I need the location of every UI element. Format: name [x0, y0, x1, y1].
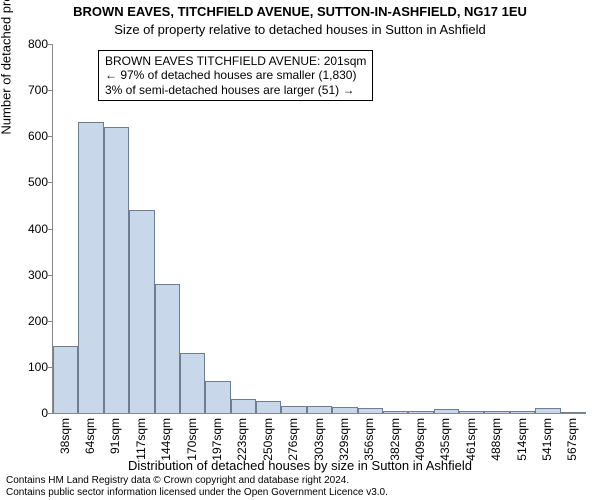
y-axis-label: Number of detached properties [0, 0, 14, 230]
annotation-box: BROWN EAVES TITCHFIELD AVENUE: 201sqm ← … [98, 50, 373, 101]
histogram-bar [358, 408, 383, 413]
annotation-line: BROWN EAVES TITCHFIELD AVENUE: 201sqm [105, 54, 366, 68]
x-tick-label: 541sqm [540, 418, 554, 461]
x-tick-label: 488sqm [489, 418, 503, 461]
x-tick-label: 461sqm [464, 418, 478, 461]
x-tick-label: 117sqm [134, 418, 148, 460]
y-tick-label: 500 [4, 175, 48, 189]
y-tick-label: 100 [4, 360, 48, 374]
histogram-bar [332, 407, 357, 413]
y-tick-label: 0 [4, 406, 48, 420]
footer: Contains HM Land Registry data © Crown c… [6, 475, 388, 498]
footer-line2: Contains public sector information licen… [6, 487, 388, 499]
y-tick-label: 300 [4, 268, 48, 282]
histogram-bar [78, 122, 103, 413]
x-tick-label: 144sqm [159, 418, 173, 461]
annotation-line: 3% of semi-detached houses are larger (5… [105, 83, 366, 97]
y-tick-mark [48, 136, 52, 137]
y-tick-mark [48, 44, 52, 45]
histogram-bar [434, 409, 459, 413]
histogram-bar [256, 401, 281, 413]
histogram-bar [281, 406, 306, 413]
footer-line1: Contains HM Land Registry data © Crown c… [6, 475, 388, 487]
x-tick-label: 197sqm [210, 418, 224, 461]
x-tick-label: 276sqm [286, 418, 300, 461]
x-tick-label: 64sqm [83, 418, 97, 454]
y-tick-label: 600 [4, 129, 48, 143]
x-tick-label: 329sqm [337, 418, 351, 461]
y-tick-label: 700 [4, 83, 48, 97]
y-tick-mark [48, 182, 52, 183]
histogram-bar [53, 346, 78, 413]
y-tick-mark [48, 275, 52, 276]
chart-title-line1: BROWN EAVES, TITCHFIELD AVENUE, SUTTON-I… [0, 4, 600, 19]
y-tick-mark [48, 229, 52, 230]
x-tick-label: 303sqm [312, 418, 326, 461]
y-tick-label: 200 [4, 314, 48, 328]
histogram-bar [180, 353, 205, 413]
y-tick-label: 800 [4, 37, 48, 51]
y-tick-mark [48, 90, 52, 91]
histogram-bar [383, 411, 408, 413]
y-tick-label: 400 [4, 222, 48, 236]
y-tick-mark [48, 321, 52, 322]
histogram-bar [104, 127, 129, 413]
x-tick-label: 250sqm [261, 418, 275, 461]
histogram-bar [155, 284, 180, 413]
histogram-bar [484, 411, 509, 413]
x-tick-label: 409sqm [413, 418, 427, 461]
x-tick-label: 91sqm [108, 418, 122, 454]
histogram-bar [129, 210, 154, 413]
histogram-bar [408, 411, 433, 413]
x-tick-label: 38sqm [58, 418, 72, 454]
x-tick-label: 170sqm [185, 418, 199, 461]
histogram-bar [231, 399, 256, 413]
chart-container: BROWN EAVES, TITCHFIELD AVENUE, SUTTON-I… [0, 0, 600, 500]
histogram-bar [561, 412, 586, 413]
y-tick-mark [48, 413, 52, 414]
x-tick-label: 382sqm [388, 418, 402, 461]
x-tick-label: 567sqm [565, 418, 579, 461]
histogram-bar [205, 381, 230, 413]
chart-title-line2: Size of property relative to detached ho… [0, 22, 600, 37]
annotation-line: ← 97% of detached houses are smaller (1,… [105, 68, 366, 82]
x-tick-label: 514sqm [515, 418, 529, 461]
x-axis-label: Distribution of detached houses by size … [0, 458, 600, 473]
x-tick-label: 223sqm [235, 418, 249, 461]
histogram-bar [510, 411, 535, 413]
histogram-bar [459, 411, 484, 413]
y-tick-mark [48, 367, 52, 368]
x-tick-label: 356sqm [362, 418, 376, 461]
histogram-bar [535, 408, 560, 413]
histogram-bar [307, 406, 332, 413]
x-tick-label: 435sqm [438, 418, 452, 461]
